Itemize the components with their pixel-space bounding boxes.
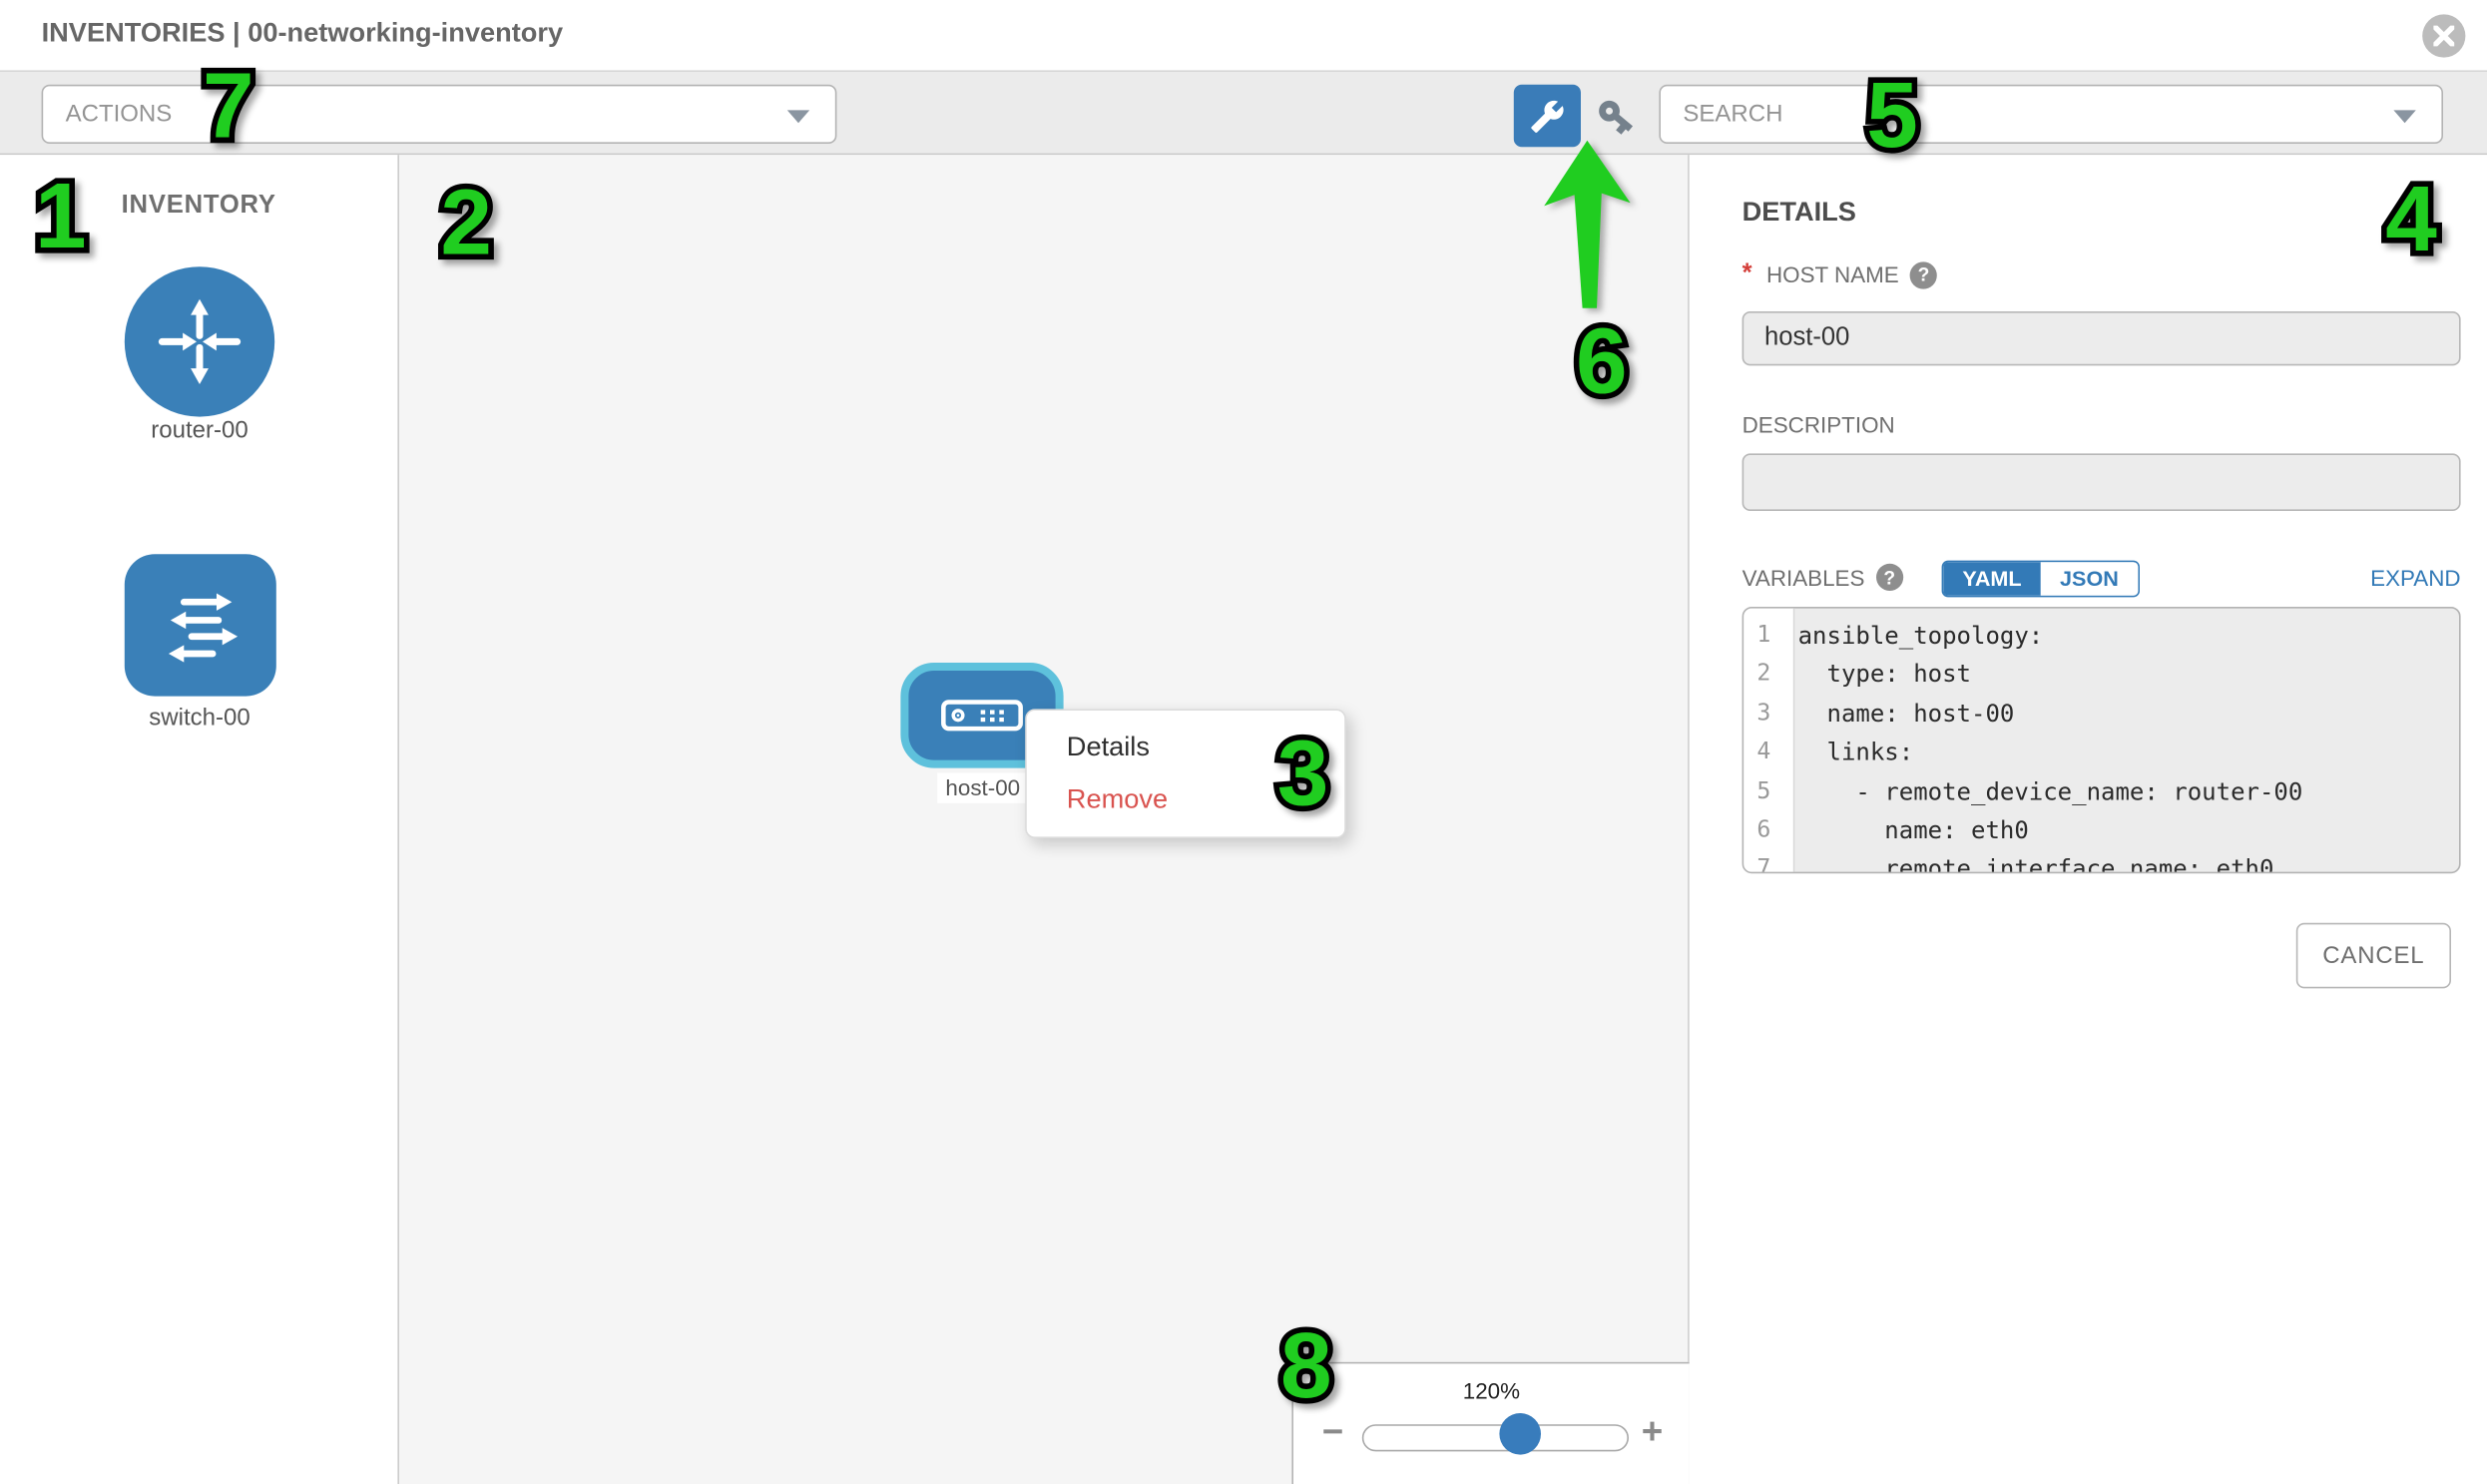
expand-link[interactable]: EXPAND (2370, 565, 2461, 591)
code-line: 6 name: eth0 (1743, 811, 2459, 850)
line-text: type: host (1797, 660, 1971, 690)
palette-item-switch[interactable] (124, 554, 276, 697)
help-circle-icon[interactable]: ? (1875, 563, 1903, 591)
description-input[interactable] (1741, 453, 2461, 511)
key-icon (1599, 100, 1634, 135)
line-number: 3 (1756, 701, 1771, 727)
context-menu-item-remove[interactable]: Remove (1066, 783, 1169, 814)
zoom-out-button[interactable]: − (1321, 1409, 1344, 1452)
line-number: 6 (1756, 817, 1771, 843)
line-text: name: host-00 (1797, 699, 2015, 729)
code-rows: 1 ansible_topology: 2 type: host 3 name: … (1743, 617, 2459, 874)
caret-down-icon (786, 110, 810, 124)
host-name-label-text: HOST NAME (1765, 261, 1899, 287)
code-line: 7 remote_interface_name: eth0 (1743, 850, 2459, 874)
zoom-slider-thumb[interactable] (1499, 1413, 1541, 1455)
variables-field-label: VARIABLES ? (1741, 563, 1903, 591)
tab-json[interactable]: JSON (2040, 562, 2139, 596)
code-line: 2 type: host (1743, 656, 2459, 695)
line-number: 1 (1756, 623, 1771, 649)
cancel-button[interactable]: CANCEL (2295, 922, 2451, 989)
palette-item-router-label: router-00 (151, 416, 249, 444)
zoom-control: 120% − + (1291, 1361, 1690, 1484)
close-x-glyph (2433, 25, 2455, 47)
switch-arrows-icon (168, 592, 238, 662)
context-menu: Details Remove (1025, 709, 1346, 838)
toolbar: ACTIONS SEARCH (0, 72, 2487, 156)
host-name-input[interactable] (1741, 311, 2461, 366)
sidebar-heading: INVENTORY (121, 192, 276, 220)
search-dropdown[interactable]: SEARCH (1659, 84, 2443, 144)
line-number: 7 (1756, 856, 1771, 874)
tab-yaml[interactable]: YAML (1943, 562, 2041, 596)
close-icon[interactable] (2422, 14, 2466, 58)
zoom-level-label: 120% (1462, 1377, 1521, 1404)
code-line: 4 links: (1743, 734, 2459, 772)
variables-label-text: VARIABLES (1741, 564, 1865, 591)
inventory-sidebar: INVENTORY router-00 (0, 155, 399, 1484)
help-circle-icon[interactable]: ? (1909, 260, 1938, 288)
app-header: INVENTORIES | 00-networking-inventory (0, 0, 2487, 72)
search-dropdown-placeholder: SEARCH (1683, 100, 1783, 128)
line-number: 5 (1756, 778, 1771, 804)
toolbar-settings-button[interactable] (1513, 84, 1581, 148)
line-number: 4 (1756, 740, 1771, 765)
actions-dropdown[interactable]: ACTIONS (41, 84, 837, 144)
palette-item-switch-label: switch-00 (149, 704, 250, 732)
toolbar-key-button[interactable] (1592, 93, 1640, 141)
description-label-text: DESCRIPTION (1741, 411, 1895, 438)
actions-dropdown-placeholder: ACTIONS (65, 100, 173, 128)
line-number: 2 (1756, 662, 1771, 688)
code-line: 1 ansible_topology: (1743, 617, 2459, 656)
server-icon (941, 700, 1023, 732)
host-node[interactable] (900, 663, 1064, 768)
host-name-field-label: * HOST NAME ? (1742, 260, 1938, 289)
required-asterisk: * (1741, 259, 1752, 287)
variables-code-editor[interactable]: 1 ansible_topology: 2 type: host 3 name: … (1741, 607, 2461, 874)
line-text: links: (1797, 738, 1914, 767)
line-text: ansible_topology: (1797, 621, 2044, 651)
context-menu-item-details[interactable]: Details (1066, 731, 1150, 762)
wrench-icon (1531, 100, 1564, 133)
router-arrows-icon (158, 298, 242, 385)
zoom-slider-track[interactable] (1361, 1424, 1629, 1452)
host-node-label: host-00 (937, 772, 1029, 803)
caret-down-icon (2393, 110, 2416, 124)
line-text: remote_interface_name: eth0 (1797, 854, 2274, 874)
details-panel: DETAILS * HOST NAME ? DESCRIPTION VARIAB… (1689, 155, 2487, 1484)
zoom-in-button[interactable]: + (1641, 1409, 1664, 1452)
code-line: 3 name: host-00 (1743, 695, 2459, 734)
line-text: name: eth0 (1797, 815, 2029, 845)
variables-format-toggle: YAML JSON (1941, 560, 2140, 598)
details-panel-title: DETAILS (1741, 196, 1856, 228)
topology-canvas[interactable]: host-00 Details Remove 120% − + (399, 155, 1690, 1484)
description-field-label: DESCRIPTION (1742, 412, 1895, 438)
line-text: - remote_device_name: router-00 (1797, 776, 2303, 806)
page-title: INVENTORIES | 00-networking-inventory (41, 17, 564, 48)
code-line: 5 - remote_device_name: router-00 (1743, 772, 2459, 811)
palette-item-router[interactable] (124, 266, 275, 417)
